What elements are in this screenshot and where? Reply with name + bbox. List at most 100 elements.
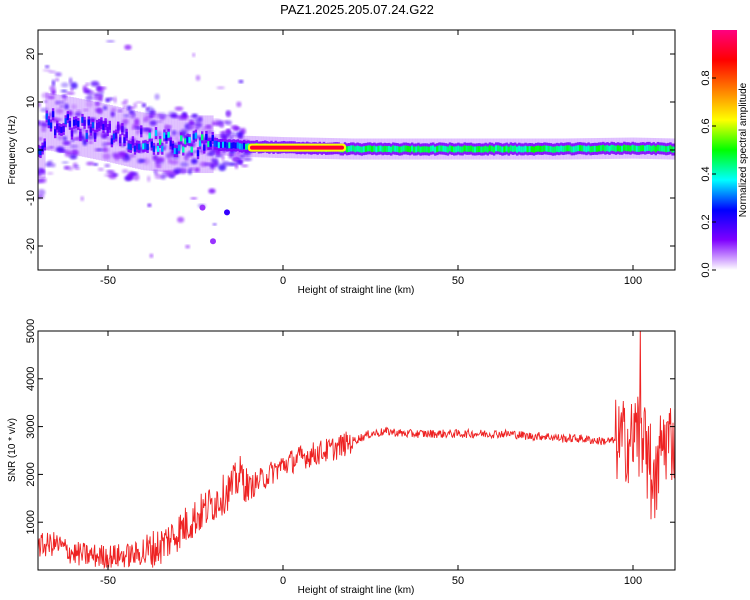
- y-tick-label: 3000: [25, 414, 37, 438]
- heatmap-noise-blob: [55, 78, 59, 82]
- heatmap-ridge-core: [45, 113, 48, 120]
- heatmap-noise-blob: [203, 162, 212, 166]
- heatmap-noise-blob: [216, 86, 225, 90]
- heatmap-noise-blob: [243, 157, 252, 162]
- heatmap-noise-blob: [146, 117, 150, 123]
- heatmap-haze-cell: [163, 114, 166, 172]
- heatmap-ridge-core: [219, 141, 223, 148]
- heatmap-ridge-core: [192, 133, 195, 140]
- heatmap-noise-blob: [88, 141, 93, 144]
- heatmap-ridge-core: [169, 140, 172, 147]
- heatmap-noise-blob: [141, 103, 147, 108]
- heatmap-ridge-core: [469, 145, 473, 152]
- heatmap-noise-blob: [55, 108, 64, 114]
- heatmap-ridge-core: [532, 146, 536, 153]
- heatmap-ridge-core: [165, 134, 168, 141]
- heatmap-noise-blob: [184, 154, 189, 161]
- heatmap-noise-blob: [60, 82, 69, 88]
- heatmap-noise-blob: [38, 137, 43, 141]
- y-tick-label: -20: [25, 238, 37, 254]
- heatmap-ridge-core: [161, 145, 164, 152]
- heatmap-noise-blob: [62, 93, 67, 101]
- colorbar-label: Normalized spectral amplitude: [738, 82, 749, 217]
- heatmap-noise-blob: [74, 167, 80, 171]
- x-tick-label: -50: [100, 275, 116, 287]
- heatmap-ridge-core: [486, 146, 489, 153]
- heatmap-ridge-core: [654, 146, 657, 153]
- heatmap-ridge-core: [520, 146, 523, 153]
- heatmap-noise-blob: [150, 109, 156, 116]
- heatmap-haze-cell: [84, 99, 88, 158]
- heatmap-haze-cell: [59, 95, 63, 153]
- heatmap-ridge-core: [629, 145, 632, 152]
- heatmap-ridge-core: [423, 146, 426, 153]
- heatmap-ridge-core: [348, 146, 351, 153]
- heatmap-noise-blob: [85, 95, 94, 101]
- heatmap-noise-blob: [86, 133, 96, 140]
- heatmap-ridge-core: [173, 148, 177, 155]
- y-tick-label: 4000: [25, 367, 37, 391]
- heatmap-ridge-core: [593, 145, 597, 152]
- colorbar-tick-label: 0.8: [700, 70, 712, 85]
- heatmap-noise-blob: [149, 120, 157, 126]
- heatmap-noise-blob: [67, 166, 74, 171]
- heatmap-ridge-core: [499, 145, 502, 152]
- heatmap-ridge-core: [444, 146, 447, 153]
- heatmap-noise-blob: [122, 105, 127, 109]
- chart-title: PAZ1.2025.205.07.24.G22: [280, 2, 434, 17]
- heatmap-ridge-core: [238, 143, 242, 150]
- heatmap-ridge-core: [618, 145, 622, 152]
- heatmap-ridge-core: [480, 146, 483, 153]
- heatmap-ridge-core: [667, 145, 670, 152]
- heatmap-noise-blob: [195, 74, 201, 81]
- heatmap-noise-blob: [162, 143, 167, 150]
- heatmap-ridge-core: [513, 145, 517, 152]
- heatmap-ridge-core: [125, 131, 128, 138]
- heatmap-noise-blob: [104, 164, 111, 168]
- heatmap-noise-blob: [96, 84, 102, 92]
- heatmap-ridge-core: [488, 145, 492, 152]
- heatmap-noise-blob: [85, 100, 94, 108]
- heatmap-ridge-core: [461, 146, 464, 153]
- colorbar-ticks: 0.0 0.2 0.4 0.6 0.8: [700, 70, 716, 278]
- heatmap-ridge-core: [240, 143, 244, 150]
- heatmap-ridge-core: [482, 146, 485, 153]
- heatmap-ridge-core: [381, 146, 384, 153]
- heatmap-ridge-core: [587, 145, 590, 152]
- heatmap-ridge-core: [600, 145, 603, 152]
- heatmap-ridge-core: [597, 145, 601, 152]
- heatmap-ridge-core: [604, 145, 607, 152]
- heatmap-ridge-core: [144, 142, 147, 149]
- heatmap-noise-blob: [116, 154, 124, 159]
- heatmap-ridge-core: [534, 145, 538, 152]
- heatmap-noise-blob: [195, 127, 199, 130]
- x-tick-label: -50: [100, 575, 116, 587]
- heatmap-ridge-core: [543, 145, 546, 152]
- heatmap-noise-blob: [131, 127, 136, 130]
- heatmap-ridge-core: [608, 145, 611, 152]
- heatmap-noise-blob: [194, 121, 203, 129]
- heatmap-noise-blob: [125, 154, 129, 160]
- heatmap-ridge-core: [87, 119, 90, 126]
- heatmap-noise-blob: [152, 154, 158, 161]
- colorbar: 0.0 0.2 0.4 0.6 0.8 Normalized spectral ampl…: [700, 30, 749, 278]
- heatmap-noise-blob: [228, 152, 234, 159]
- heatmap-ridge-core: [591, 146, 594, 153]
- heatmap-ridge-core: [400, 146, 403, 153]
- heatmap-ridge-core: [526, 146, 529, 153]
- snr-panel: -50 0 50 100 1000 2000 3000 4000 5000 Height of …: [7, 319, 676, 596]
- heatmap-ridge-core: [68, 120, 72, 127]
- heatmap-ridge-core: [448, 145, 452, 152]
- heatmap-ridge-core: [236, 142, 240, 149]
- heatmap-noise-blob: [134, 118, 140, 125]
- heatmap-noise-blob: [102, 153, 111, 160]
- heatmap-noise-blob: [123, 114, 131, 117]
- heatmap-ridge-core: [440, 145, 443, 152]
- heatmap-ridge-core: [133, 145, 137, 152]
- heatmap-ridge-core: [112, 133, 116, 140]
- heatmap-ridge-core: [205, 133, 208, 140]
- heatmap-noise-blob: [241, 164, 249, 168]
- y-tick-label: 0: [25, 147, 37, 153]
- heatmap-noise-blob: [111, 173, 119, 177]
- heatmap-noise-blob: [123, 99, 129, 102]
